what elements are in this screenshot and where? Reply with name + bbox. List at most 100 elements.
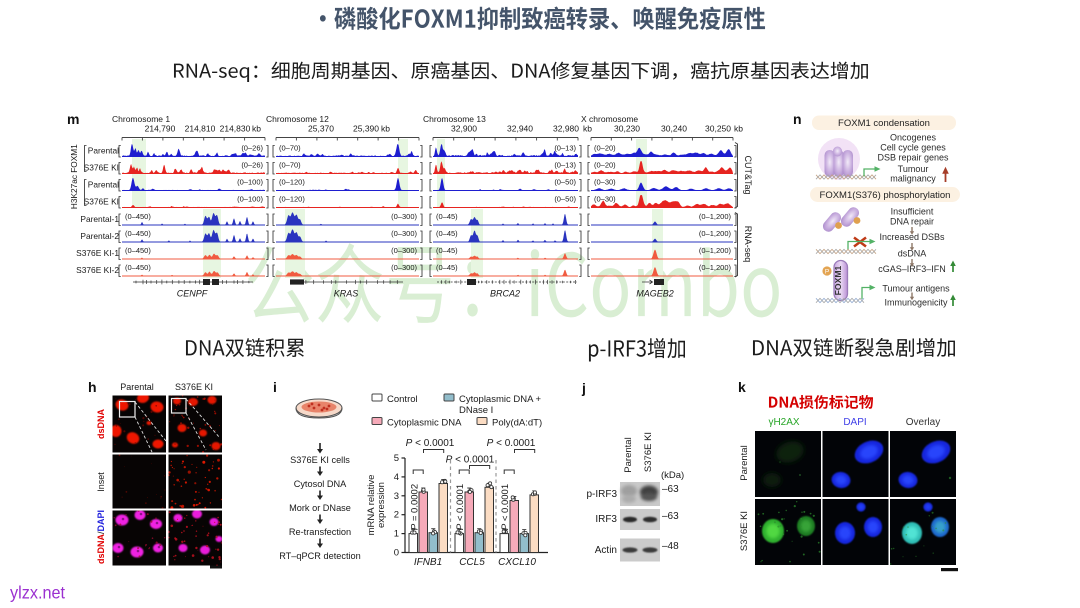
svg-text:expression: expression — [376, 482, 387, 528]
svg-text:(0–45): (0–45) — [436, 246, 458, 255]
svg-text:FOXM1 condensation: FOXM1 condensation — [838, 118, 930, 129]
svg-text:Parental: Parental — [623, 437, 634, 472]
svg-text:(0–20): (0–20) — [594, 144, 616, 153]
svg-text:Immunogenicity: Immunogenicity — [884, 298, 948, 308]
svg-text:0: 0 — [394, 548, 399, 559]
svg-text:–63: –63 — [662, 484, 679, 495]
svg-text:Poly(dA:dT): Poly(dA:dT) — [492, 418, 542, 429]
svg-text:Parental-1: Parental-1 — [80, 214, 119, 224]
svg-text:Cytoplasmic DNA: Cytoplasmic DNA — [387, 418, 462, 429]
svg-text:Increased DSBs: Increased DSBs — [879, 232, 945, 242]
svg-text:P < 0.0001: P < 0.0001 — [487, 438, 536, 449]
svg-text:CENPF: CENPF — [177, 289, 208, 299]
svg-text:Tumour: Tumour — [898, 164, 929, 174]
svg-text:(0–70): (0–70) — [279, 144, 301, 153]
svg-text:Parental: Parental — [739, 445, 750, 480]
svg-text:(kDa): (kDa) — [661, 470, 684, 481]
svg-text:(0–120): (0–120) — [279, 178, 305, 187]
svg-text:DSB repair genes: DSB repair genes — [877, 153, 949, 163]
svg-text:k: k — [738, 379, 746, 395]
svg-text:KRAS: KRAS — [334, 289, 359, 299]
svg-text:CCL5: CCL5 — [459, 557, 485, 568]
svg-text:CUT&Tag: CUT&Tag — [743, 155, 753, 194]
svg-text:30,250: 30,250 — [705, 124, 731, 134]
svg-text:(0–26): (0–26) — [241, 144, 263, 153]
svg-text:30,230: 30,230 — [614, 124, 640, 134]
svg-text:cGAS–IRF3–IFN: cGAS–IRF3–IFN — [878, 264, 946, 274]
svg-text:Overlay: Overlay — [906, 417, 940, 428]
svg-text:214,810: 214,810 — [185, 124, 216, 134]
svg-text:30,240: 30,240 — [661, 124, 687, 134]
svg-text:32,940: 32,940 — [507, 124, 533, 134]
svg-text:(0–45): (0–45) — [436, 263, 458, 272]
svg-text:FOXM1(S376) phosphorylation: FOXM1(S376) phosphorylation — [820, 190, 951, 201]
svg-text:(0–70): (0–70) — [279, 161, 301, 170]
svg-text:P < 0.0001: P < 0.0001 — [406, 438, 455, 449]
svg-text:dsDNA: dsDNA — [96, 409, 106, 440]
svg-text:dsDNA: dsDNA — [898, 249, 927, 259]
svg-text:Inset: Inset — [96, 472, 106, 492]
svg-text:Insufficient: Insufficient — [891, 207, 934, 217]
svg-text:Parental-2: Parental-2 — [80, 231, 119, 241]
svg-text:(0–1,200): (0–1,200) — [699, 246, 732, 255]
svg-text:γH2AX: γH2AX — [768, 417, 799, 428]
svg-text:–63: –63 — [662, 511, 679, 522]
svg-text:(0–450): (0–450) — [125, 229, 151, 238]
svg-text:Chromosome 13: Chromosome 13 — [423, 114, 486, 124]
svg-text:Parental: Parental — [88, 180, 119, 190]
svg-text:X chromosome: X chromosome — [581, 114, 638, 124]
svg-text:Chromosome 1: Chromosome 1 — [112, 114, 170, 124]
svg-text:mRNA relative: mRNA relative — [366, 475, 377, 536]
svg-text:(0–50): (0–50) — [554, 195, 576, 204]
svg-text:P: P — [825, 269, 829, 276]
svg-text:S376E KI: S376E KI — [175, 382, 213, 392]
svg-text:S376E KI-1: S376E KI-1 — [76, 248, 119, 258]
svg-text:FOXM1: FOXM1 — [833, 265, 843, 295]
svg-text:FOXM1: FOXM1 — [69, 144, 79, 173]
svg-text:S376E KI: S376E KI — [739, 511, 750, 551]
svg-text:(0–45): (0–45) — [436, 229, 458, 238]
svg-text:Parental: Parental — [120, 382, 154, 392]
svg-text:(0–450): (0–450) — [125, 212, 151, 221]
svg-text:kb: kb — [734, 124, 743, 134]
svg-text:Actin: Actin — [595, 545, 617, 556]
svg-text:(0–45): (0–45) — [436, 212, 458, 221]
svg-text:kb: kb — [252, 124, 261, 134]
svg-text:(0–50): (0–50) — [554, 178, 576, 187]
svg-text:Cell cycle genes: Cell cycle genes — [880, 143, 946, 153]
svg-text:Control: Control — [387, 394, 418, 405]
svg-text:Chromosome 12: Chromosome 12 — [266, 114, 329, 124]
svg-text:(0–120): (0–120) — [279, 195, 305, 204]
svg-text:P < 0.0001: P < 0.0001 — [455, 484, 466, 530]
svg-text:MAGEB2: MAGEB2 — [636, 289, 674, 299]
svg-text:dsDNA/DAPI: dsDNA/DAPI — [96, 510, 106, 564]
svg-text:Cytosol DNA: Cytosol DNA — [294, 479, 347, 489]
svg-text:(0–450): (0–450) — [125, 263, 151, 272]
svg-text:(0–450): (0–450) — [125, 246, 151, 255]
svg-text:ylzx.net: ylzx.net — [10, 583, 65, 603]
svg-text:Oncogenes: Oncogenes — [890, 133, 937, 143]
svg-text:214,830: 214,830 — [220, 124, 251, 134]
svg-text:H3K27ac: H3K27ac — [69, 175, 79, 209]
svg-text:(0–300): (0–300) — [391, 246, 417, 255]
svg-text:Tumour antigens: Tumour antigens — [882, 284, 950, 294]
svg-text:(0–1,200): (0–1,200) — [699, 212, 732, 221]
svg-text:Cytoplasmic DNA +: Cytoplasmic DNA + — [459, 394, 542, 405]
svg-text:n: n — [793, 111, 802, 127]
svg-text:(0–300): (0–300) — [391, 263, 417, 272]
svg-text:P < 0.0001: P < 0.0001 — [446, 455, 495, 466]
svg-text:S376E KI: S376E KI — [84, 197, 119, 207]
svg-text:DNA repair: DNA repair — [890, 217, 934, 227]
svg-text:–48: –48 — [662, 541, 679, 552]
svg-text:1: 1 — [394, 529, 399, 540]
svg-text:5: 5 — [394, 453, 399, 464]
svg-text:Mork or DNase: Mork or DNase — [289, 503, 351, 513]
svg-text:BRCA2: BRCA2 — [490, 289, 520, 299]
svg-text:RT–qPCR detection: RT–qPCR detection — [279, 551, 361, 561]
svg-text:(0–100): (0–100) — [237, 178, 263, 187]
svg-text:(0–300): (0–300) — [391, 212, 417, 221]
svg-text:RNA-seq: RNA-seq — [743, 226, 753, 263]
svg-text:h: h — [88, 379, 97, 395]
svg-text:32,900: 32,900 — [451, 124, 477, 134]
svg-text:Re-transfection: Re-transfection — [289, 527, 351, 537]
